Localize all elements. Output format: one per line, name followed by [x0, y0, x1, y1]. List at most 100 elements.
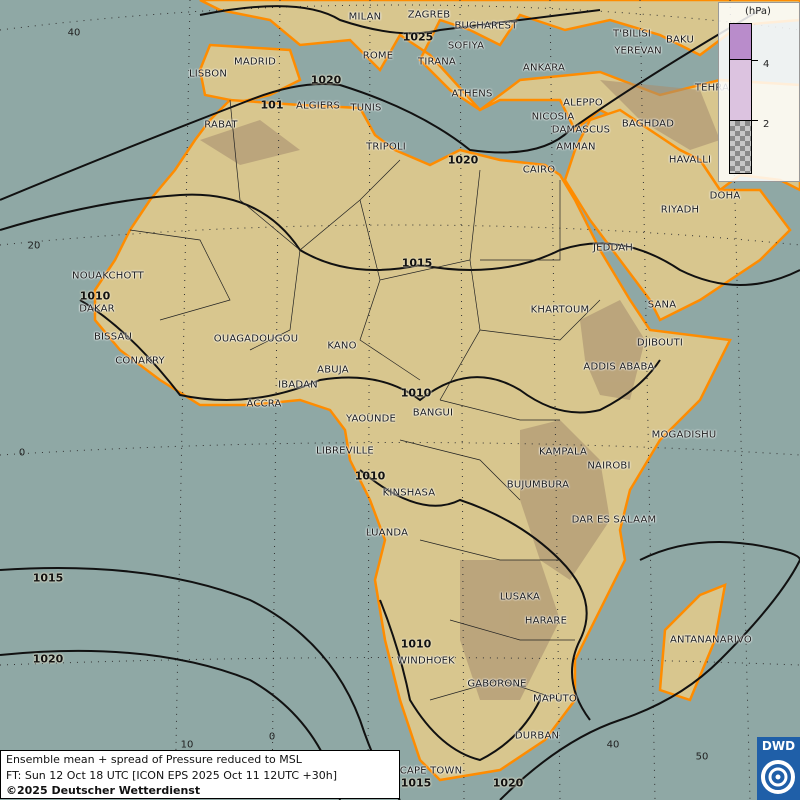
city-label: ANKARA	[522, 62, 566, 74]
city-label: CAPE TOWN	[399, 765, 463, 777]
borders	[129, 99, 601, 701]
city-label: HARARE	[524, 615, 568, 627]
city-label: KAMPALA	[538, 446, 588, 458]
city-label: MILAN	[348, 11, 382, 23]
city-label: WINDHOEK	[397, 655, 455, 667]
city-label: DAKAR	[79, 303, 115, 315]
land	[93, 0, 800, 782]
city-label: ADDIS ABABA	[583, 361, 655, 373]
city-label: ROME	[362, 50, 394, 62]
lon-label: 10	[180, 739, 194, 751]
city-label: KINSHASA	[382, 487, 436, 499]
isobar-1010-south	[379, 599, 541, 762]
city-label: GABORONE	[467, 678, 527, 690]
city-label: OUAGADOUGOU	[213, 333, 299, 345]
city-label: RIYADH	[660, 204, 700, 216]
city-label: RABAT	[204, 119, 238, 131]
city-label: CAIRO	[522, 164, 556, 176]
city-label: YAOUNDE	[345, 413, 397, 425]
city-label: TRIPOLI	[366, 141, 406, 153]
city-label: AMMAN	[556, 141, 596, 153]
isobar-label: 101	[260, 98, 284, 112]
city-label: NICOSIA	[531, 111, 575, 123]
city-label: DOHA	[709, 190, 741, 202]
isobar-label: 1010	[79, 289, 111, 303]
isobar-1025	[199, 5, 601, 35]
city-label: MAPUTO	[533, 693, 577, 705]
city-label: BAGHDAD	[621, 118, 675, 130]
city-label: MADRID	[234, 56, 276, 68]
city-label: BUJUMBURA	[506, 479, 570, 491]
legend-tick-label: 2	[763, 119, 770, 130]
lon-label: 40	[606, 739, 620, 751]
legend-tick	[752, 60, 758, 61]
legend-tick-label: 4	[763, 59, 770, 70]
logo-text: DWD	[761, 739, 796, 753]
city-label: BUCHAREST	[454, 20, 518, 32]
isobar-label: 1020	[492, 776, 524, 790]
city-label: HAVALLI	[668, 154, 712, 166]
africa	[93, 98, 732, 782]
isobar-1020-north	[0, 9, 761, 201]
city-label: LUANDA	[365, 527, 409, 539]
spread-legend: (hPa) 4 2	[718, 2, 800, 182]
city-label: ALGIERS	[295, 100, 341, 112]
city-label: LIBREVILLE	[316, 445, 374, 457]
madagascar	[658, 583, 727, 702]
forecast-time: FT: Sun 12 Oct 18 UTC [ICON EPS 2025 Oct…	[6, 768, 338, 782]
city-label: BAKU	[665, 34, 695, 46]
city-label: IBADAN	[278, 379, 318, 391]
city-label: BISSAU	[93, 331, 133, 343]
city-label: SANA	[647, 299, 677, 311]
isobar-label: 1025	[402, 30, 434, 44]
legend-swatch-mid	[729, 59, 752, 121]
city-label: T'BILISI	[612, 28, 652, 40]
city-label: LISBON	[188, 68, 228, 80]
city-label: ACCRA	[246, 398, 282, 410]
isobar-label: 1015	[32, 571, 64, 585]
copyright: ©2025 Deutscher Wetterdienst	[6, 784, 201, 797]
isobar-label: 1010	[354, 469, 386, 483]
city-label: BANGUI	[412, 407, 454, 419]
city-label: ALEPPO	[563, 97, 603, 109]
isobar-label: 1020	[447, 153, 479, 167]
lat-label: 20	[27, 240, 41, 252]
city-label: LUSAKA	[499, 591, 541, 603]
isobar-label: 1020	[32, 652, 64, 666]
city-label: TIRANA	[418, 56, 456, 68]
city-label: JEDDAH	[592, 242, 634, 254]
dwd-logo: DWD	[757, 737, 800, 800]
city-label: CONAKRY	[115, 355, 165, 367]
lat-label: 0	[18, 447, 26, 459]
dwd-swirl-icon	[761, 760, 795, 794]
city-label: DAR ES SALAAM	[571, 514, 657, 526]
city-label: KANO	[327, 340, 357, 352]
city-label: YEREVAN	[614, 45, 662, 57]
isobar-1020-madagascar	[639, 541, 800, 561]
city-label: DAMASCUS	[551, 124, 611, 136]
isobar-label: 1010	[400, 386, 432, 400]
city-label: ZAGREB	[407, 9, 451, 21]
isobar-label: 1020	[310, 73, 342, 87]
city-label: SOFIYA	[447, 40, 485, 52]
city-label: KHARTOUM	[530, 304, 590, 316]
legend-swatch-low	[729, 120, 752, 174]
city-label: TUNIS	[350, 102, 382, 114]
info-box: Ensemble mean + spread of Pressure reduc…	[0, 750, 400, 799]
isobar-1015	[0, 193, 800, 286]
city-label: ATHENS	[451, 88, 493, 100]
city-label: DJIBOUTI	[636, 337, 684, 349]
lon-label: 50	[695, 751, 709, 763]
highlands	[200, 80, 720, 700]
lat-label: 40	[67, 27, 81, 39]
city-label: NAIROBI	[587, 460, 631, 472]
city-label: TEHRA	[694, 82, 730, 94]
isobar-label: 1015	[400, 776, 432, 790]
lon-label: 0	[268, 731, 276, 743]
isobar-1020-sw	[0, 649, 341, 800]
isobar-label: 1015	[401, 256, 433, 270]
legend-unit: (hPa)	[745, 6, 771, 17]
product-title: Ensemble mean + spread of Pressure reduc…	[6, 753, 302, 766]
legend-swatch-high	[729, 23, 752, 60]
